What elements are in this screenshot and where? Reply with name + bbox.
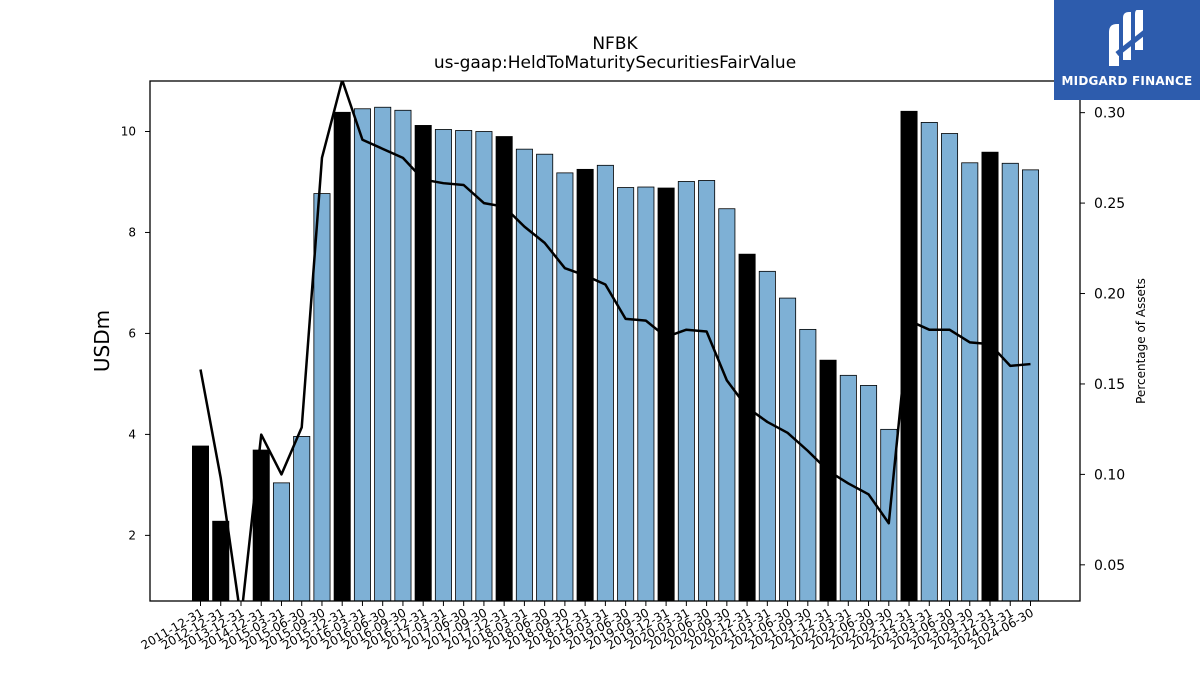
bar <box>961 162 979 602</box>
bar <box>394 109 412 602</box>
bar <box>839 374 857 602</box>
y2-tick-label: 0.10 <box>1094 467 1125 483</box>
bar <box>596 164 614 602</box>
bar <box>941 133 959 602</box>
bar <box>272 482 290 602</box>
bar <box>576 168 594 602</box>
bar <box>252 449 270 602</box>
bar <box>1001 162 1019 602</box>
bar <box>536 153 554 602</box>
y2-tick-label: 0.30 <box>1094 106 1125 122</box>
bar <box>515 148 533 602</box>
bar <box>1022 169 1040 602</box>
bar <box>900 110 918 602</box>
bar <box>657 187 675 602</box>
bar <box>414 125 432 602</box>
bar <box>637 186 655 602</box>
brand-name: MIDGARD FINANCE <box>1061 74 1193 88</box>
bar <box>698 180 716 602</box>
y2-axis-label: Percentage of Assets <box>1134 278 1148 404</box>
bar <box>455 130 473 602</box>
y2-tick-label: 0.20 <box>1094 287 1125 303</box>
bar <box>617 187 635 602</box>
bar <box>799 328 817 602</box>
y-tick-label: 6 <box>128 326 136 340</box>
bar <box>212 520 230 602</box>
bar <box>353 108 371 602</box>
y-axis-label: USDm <box>90 310 114 372</box>
y-tick-label: 8 <box>128 225 136 239</box>
bar <box>738 253 756 602</box>
chart-subtitle: us-gaap:HeldToMaturitySecuritiesFairValu… <box>434 53 796 73</box>
brand-badge: MIDGARD FINANCE <box>1054 0 1200 100</box>
y-tick-label: 10 <box>121 124 136 138</box>
bar <box>718 208 736 602</box>
series-line <box>199 81 1031 601</box>
chart-title: NFBK <box>592 34 638 54</box>
bar <box>191 445 209 602</box>
y2-tick-label: 0.25 <box>1094 196 1125 212</box>
bar <box>333 111 351 602</box>
plot-area: 2468100.050.100.150.200.250.302011-12-31… <box>121 80 1125 652</box>
bar <box>758 270 776 602</box>
bar <box>819 359 837 602</box>
plot-frame <box>149 80 1081 602</box>
bar <box>779 297 797 602</box>
bar <box>434 129 452 602</box>
y-tick-label: 2 <box>128 528 136 542</box>
bar <box>374 106 392 602</box>
bar <box>677 181 695 602</box>
bar <box>313 193 331 602</box>
bar <box>920 122 938 602</box>
bar <box>293 436 311 602</box>
y2-tick-label: 0.15 <box>1094 377 1125 393</box>
midgard-logo-icon <box>1109 10 1147 66</box>
bar <box>556 172 574 602</box>
bar <box>981 151 999 602</box>
y2-tick-label: 0.05 <box>1094 558 1125 574</box>
y-tick-label: 4 <box>128 427 136 441</box>
